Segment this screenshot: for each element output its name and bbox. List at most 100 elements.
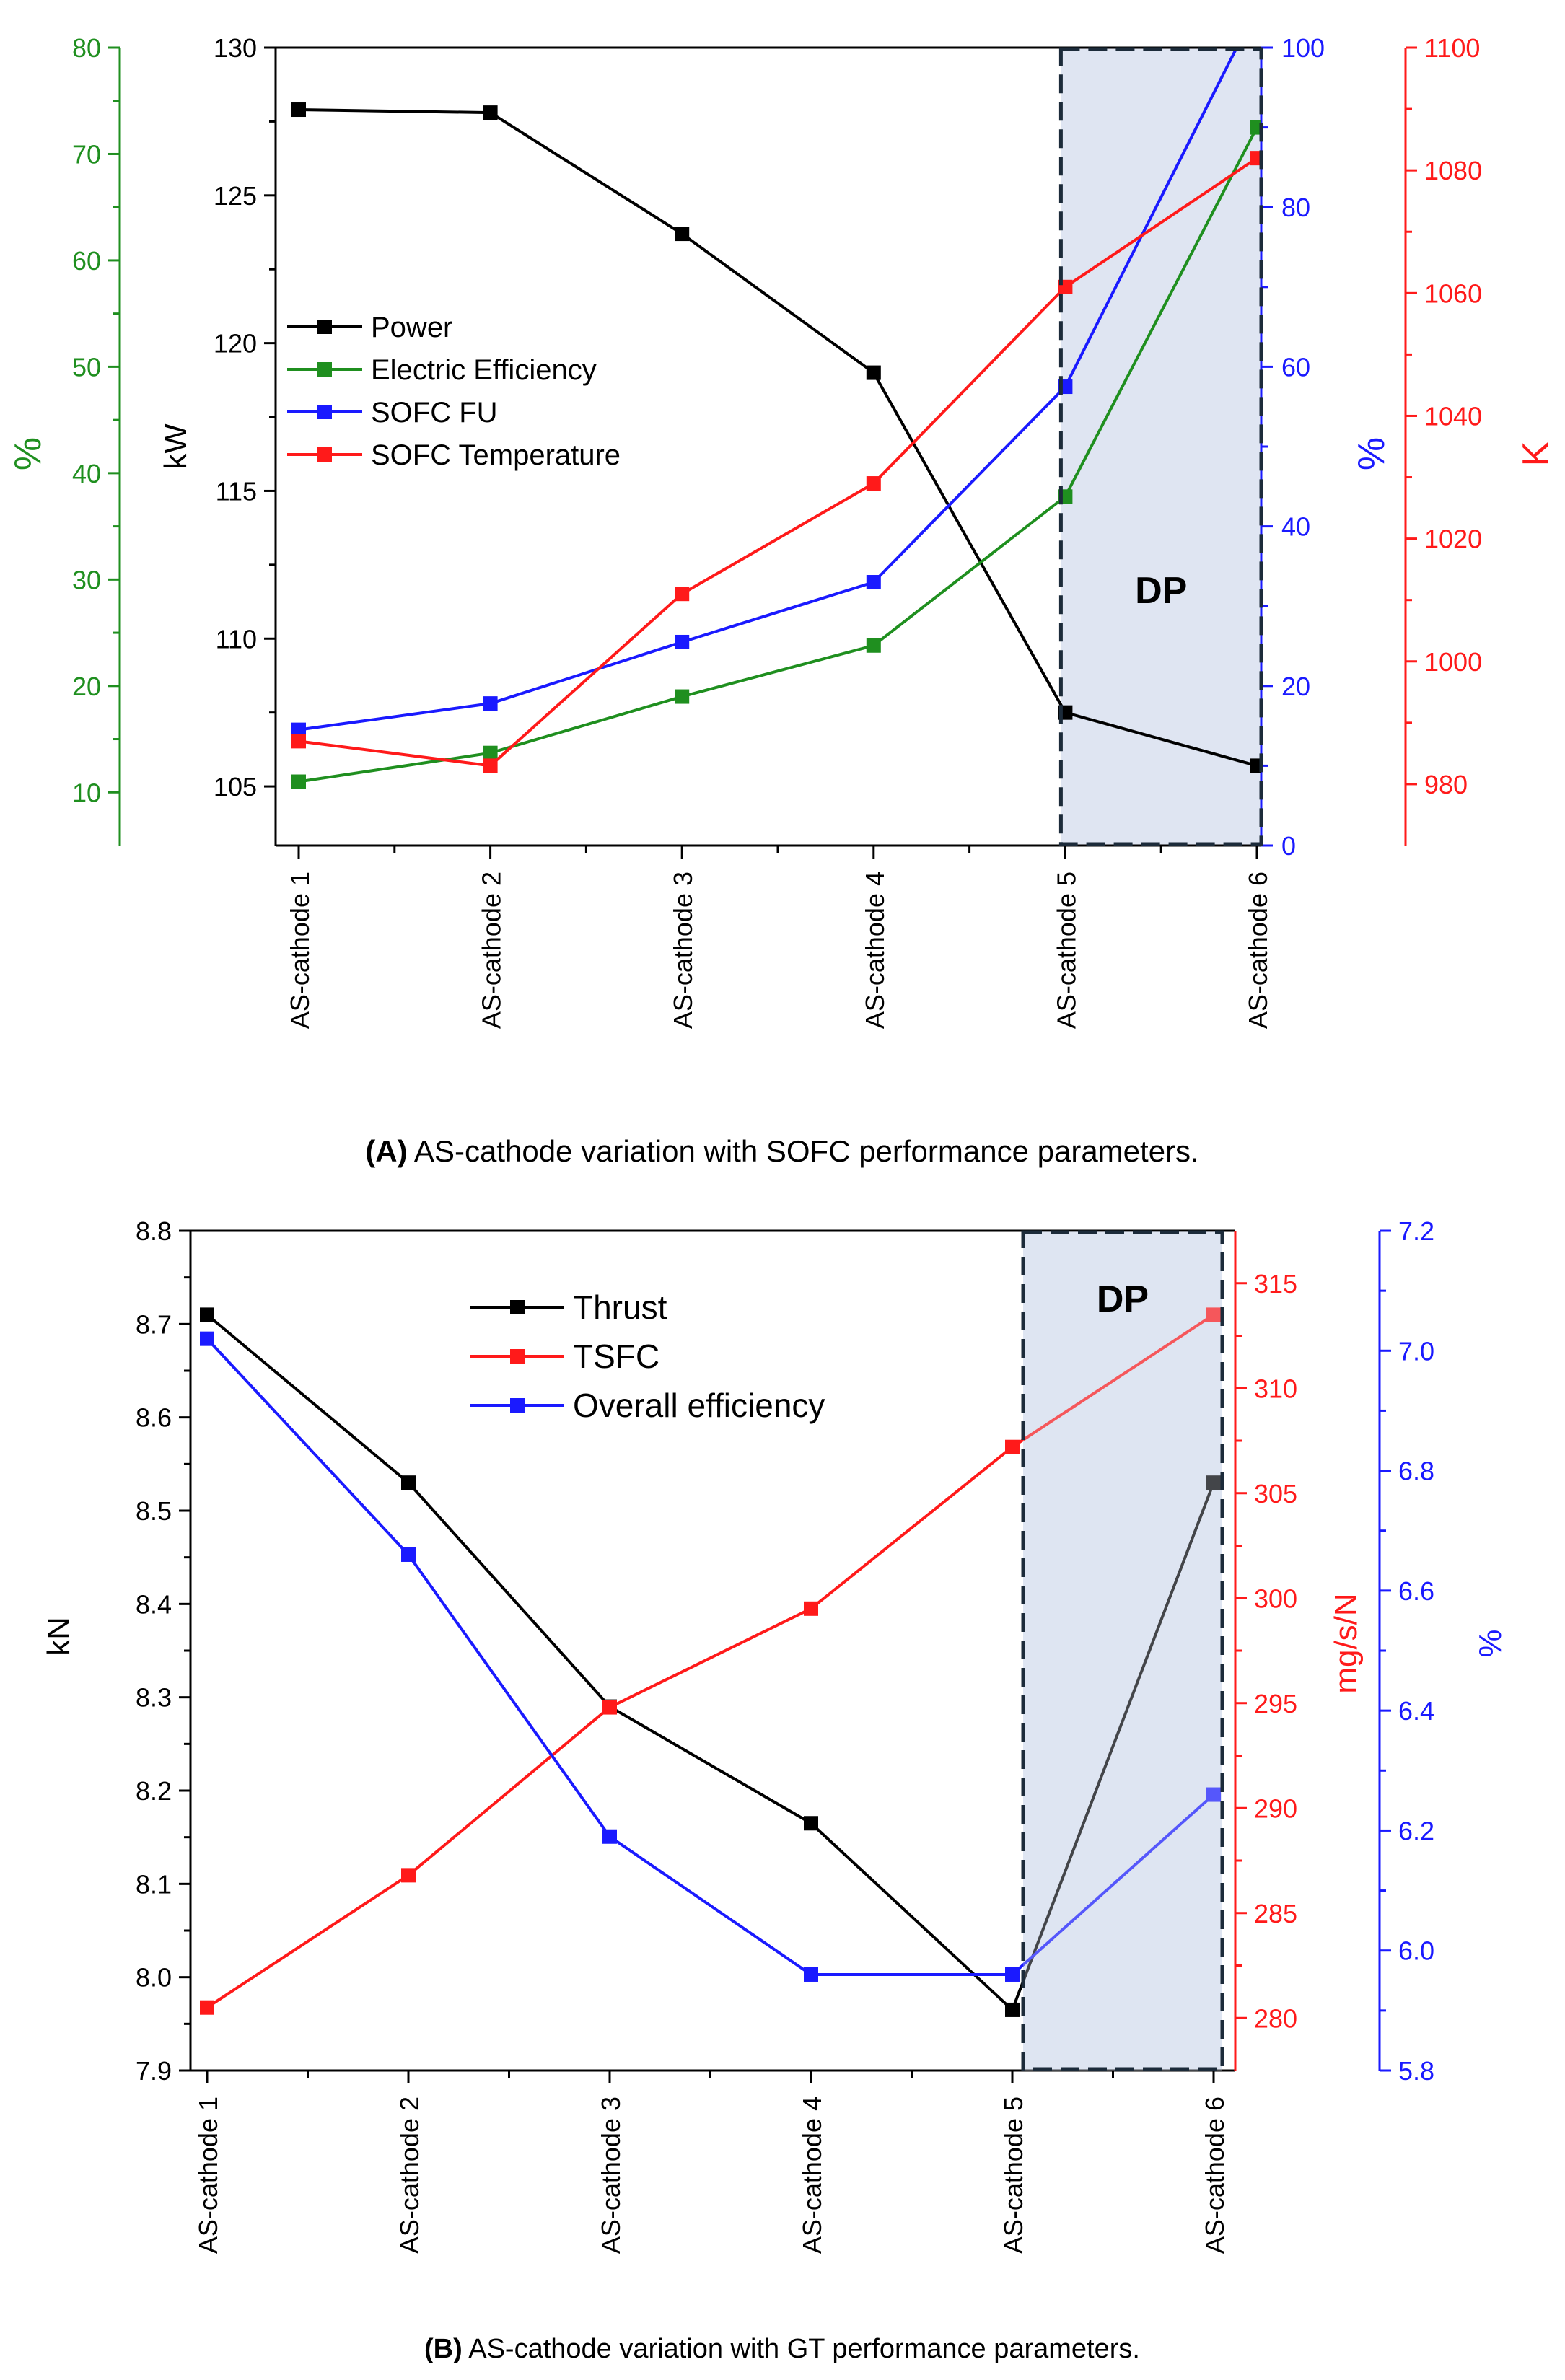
legend-marker-a [317,405,332,419]
legend-label-b: Overall efficiency [573,1387,825,1424]
legend-label-a: Power [371,312,452,343]
axis-pct-tick-label: 7.2 [1398,1216,1434,1246]
axis-pct-tick-label: 6.6 [1398,1576,1434,1606]
x-tick-label-b: AS-cathode 5 [999,2096,1028,2254]
x-tick-label-a: AS-cathode 1 [285,871,315,1029]
axis-tsfc-title: mg/s/N [1328,1593,1364,1693]
series-marker-sofc-temperature [483,758,498,773]
axis-kelvin-tick-label: 1080 [1424,156,1482,185]
axis-tsfc-tick-label: 315 [1254,1269,1297,1299]
series-marker-electric-efficiency [1250,120,1261,135]
x-tick-label-a: AS-cathode 6 [1243,871,1273,1029]
series-group-a [291,1,1264,789]
series-marker-sofc-fu [675,634,690,649]
series-marker-thrust [1005,2002,1020,2017]
series-marker-sofc-fu [1250,1,1264,15]
series-marker-tsfc [401,1868,416,1883]
dp-wash-b [1023,1231,1222,2071]
axis-pct-blue-tick-label: 20 [1281,672,1310,701]
axis-kelvin-tick-label: 980 [1424,770,1468,799]
series-marker-thrust [804,1816,818,1831]
axis-tsfc-tick-label: 300 [1254,1584,1297,1613]
series-marker-power [1250,758,1261,773]
axis-kn-tick-label: 8.1 [136,1869,172,1899]
axis-pct-blue-tick-label: 0 [1281,831,1296,861]
legend-marker-b [510,1300,525,1314]
axis-tsfc-tick-label: 285 [1254,1899,1297,1928]
series-marker-overall-efficiency [401,1547,416,1562]
axis-kn-tick-label: 8.5 [136,1496,172,1526]
series-marker-sofc-temperature [866,476,881,491]
axis-tsfc-tick-label: 310 [1254,1374,1297,1403]
series-marker-sofc-temperature [291,734,306,749]
axis-kn-tick-label: 8.2 [136,1776,172,1806]
series-marker-power [866,365,881,380]
legend-marker-b [510,1349,525,1364]
series-marker-power [291,102,306,118]
dp-label-b: DP [1097,1278,1149,1320]
axis-pct-green-tick-label: 20 [72,672,101,701]
series-marker-sofc-fu [866,575,881,590]
axis-pct-blue-tick-label: 60 [1281,352,1310,382]
series-marker-power [483,105,498,120]
axis-pct-blue-title: % [1351,437,1393,470]
series-marker-overall-efficiency [602,1829,617,1844]
series-marker-power [675,227,690,242]
series-line-overall-efficiency [206,1338,1215,1976]
axis-pct-blue-tick-label: 80 [1281,193,1310,222]
series-marker-sofc-fu [291,722,306,737]
axis-kn-tick-label: 8.0 [136,1963,172,1993]
axis-tsfc-tick-label: 295 [1254,1689,1297,1718]
axis-kw-tick-label: 125 [214,181,257,211]
series-line-tsfc [206,1313,1215,2009]
axis-kn-tick-label: 8.4 [136,1589,172,1619]
series-marker-sofc-temperature [1250,151,1261,166]
series-marker-tsfc [1206,1307,1221,1322]
axis-kn-tick-label: 8.3 [136,1683,172,1713]
x-tick-label-a: AS-cathode 5 [1051,871,1081,1029]
axis-pct-blue-tick-label: 40 [1281,512,1310,542]
axis-tsfc-tick-label: 280 [1254,2003,1297,2033]
x-tick-label-b: AS-cathode 1 [193,2096,223,2254]
axis-pct-green-tick-label: 10 [72,778,101,807]
dp-label-a: DP [1135,570,1187,612]
caption-a-label: (A) [365,1134,407,1168]
series-marker-electric-efficiency [483,745,498,760]
legend-label-a: SOFC Temperature [371,439,621,471]
axis-kelvin-tick-label: 1000 [1424,647,1482,677]
series-marker-electric-efficiency [291,774,306,789]
axis-kw-tick-label: 130 [214,33,257,63]
x-tick-label-a: AS-cathode 4 [860,871,890,1029]
x-tick-label-a: AS-cathode 3 [668,871,698,1029]
series-marker-sofc-temperature [675,587,690,602]
axis-tsfc-tick-label: 290 [1254,1793,1297,1823]
axis-kn-tick-label: 7.9 [136,2056,172,2086]
series-line-electric-efficiency [298,126,1258,783]
axis-kelvin-tick-label: 1100 [1424,33,1480,63]
axis-pct-green-tick-label: 30 [72,565,101,594]
series-marker-sofc-fu [483,696,498,711]
series-marker-tsfc [804,1601,818,1616]
axis-kn-title: kN [41,1617,76,1656]
axis-kw-title: kW [158,423,193,470]
series-marker-tsfc [200,2000,214,2015]
axis-pct-tick-label: 6.0 [1398,1936,1434,1966]
series-marker-electric-efficiency [675,689,690,704]
axis-kw-tick-label: 120 [214,329,257,359]
series-marker-overall-efficiency [200,1331,214,1346]
axis-kw-tick-label: 115 [216,476,257,506]
series-marker-electric-efficiency [866,638,881,653]
series-marker-thrust [1206,1475,1221,1490]
caption-b-text: AS-cathode variation with GT performance… [463,2334,1140,2364]
axis-kelvin-tick-label: 1040 [1424,401,1482,431]
axis-kn-tick-label: 8.8 [136,1216,172,1246]
x-tick-label-b: AS-cathode 2 [395,2096,424,2254]
axis-pct-blue-tick-label: 100 [1281,33,1325,63]
dp-border-b [1021,1230,1224,2071]
axis-kn-tick-label: 8.7 [136,1309,172,1339]
x-tick-label-b: AS-cathode 3 [596,2096,626,2254]
x-tick-label-a: AS-cathode 2 [477,871,507,1029]
axis-pct-green-tick-label: 40 [72,459,101,488]
axis-pct-tick-label: 6.8 [1398,1457,1434,1486]
caption-a: (A) AS-cathode variation with SOFC perfo… [365,1134,1198,1168]
